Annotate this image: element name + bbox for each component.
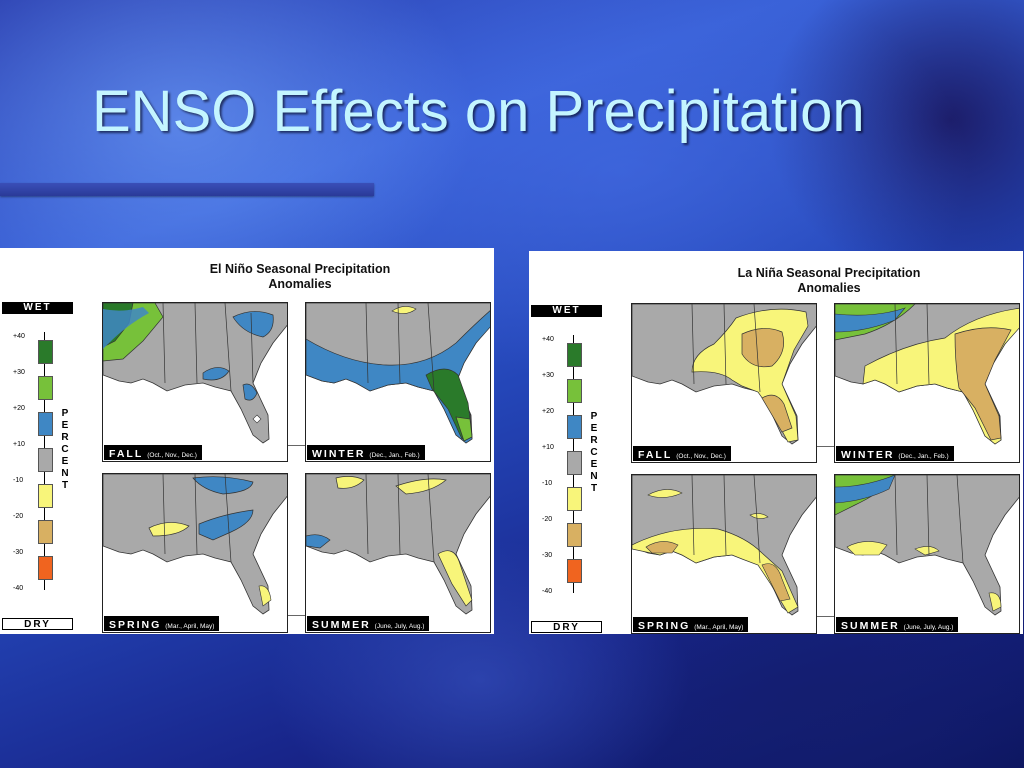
legend-wet-label: WET <box>2 302 73 314</box>
season-name: WINTER <box>312 448 366 460</box>
legend-tick: -10 <box>13 477 24 484</box>
legend-tick: +30 <box>542 372 554 379</box>
legend-tick: +40 <box>13 333 25 340</box>
figure-title-line2: Anomalies <box>797 281 861 295</box>
legend-tick: +10 <box>542 444 554 451</box>
legend-swatch-normal <box>567 451 582 475</box>
legend-dry-label: DRY <box>2 618 73 630</box>
season-months: (Dec., Jan., Feb.) <box>369 452 420 459</box>
legend-tick: -30 <box>542 552 553 559</box>
season-months: (Mar., April, May) <box>694 624 744 631</box>
season-name: SPRING <box>638 620 691 632</box>
season-months: (June, July, Aug.) <box>903 624 954 631</box>
season-name: WINTER <box>841 449 895 461</box>
map-el-nino-summer: SUMMER (June, July, Aug.) <box>305 473 491 633</box>
legend-tick: -40 <box>542 588 553 595</box>
el-nino-figure-title: El Niño Seasonal Precipitation Anomalies <box>150 262 450 292</box>
legend-swatch-plus20 <box>567 415 582 439</box>
season-label: FALL (Oct., Nov., Dec.) <box>633 446 731 461</box>
figure-title-line1: La Niña Seasonal Precipitation <box>737 266 921 280</box>
season-months: (June, July, Aug.) <box>374 623 425 630</box>
map-connector <box>288 615 305 616</box>
map-connector <box>817 616 834 617</box>
precip-legend: WET +40 +30 +20 +10 -10 -20 -30 -40 PERC… <box>529 303 609 634</box>
map-el-nino-winter: WINTER (Dec., Jan., Feb.) <box>305 302 491 462</box>
legend-tick: +30 <box>13 369 25 376</box>
season-name: SUMMER <box>312 619 371 631</box>
figure-title-line1: El Niño Seasonal Precipitation <box>209 262 391 276</box>
season-months: (Oct., Nov., Dec.) <box>147 452 197 459</box>
legend-tick: -20 <box>542 516 553 523</box>
legend-swatch-minus20 <box>38 520 53 544</box>
legend-swatch-plus20 <box>38 412 53 436</box>
season-name: SPRING <box>109 619 162 631</box>
map-connector <box>817 446 834 447</box>
season-name: FALL <box>109 448 144 460</box>
map-la-nina-spring: SPRING (Mar., April, May) <box>631 474 817 634</box>
legend-swatch-normal <box>38 448 53 472</box>
legend-tick: +40 <box>542 336 554 343</box>
map-connector <box>288 445 305 446</box>
season-label: WINTER (Dec., Jan., Feb.) <box>307 445 425 460</box>
legend-swatch-minus10 <box>38 484 53 508</box>
season-label: WINTER (Dec., Jan., Feb.) <box>836 446 954 461</box>
season-months: (Oct., Nov., Dec.) <box>676 453 726 460</box>
season-label: SUMMER (June, July, Aug.) <box>836 617 959 632</box>
legend-percent-label: PERCENT <box>590 411 598 494</box>
el-nino-figure: El Niño Seasonal Precipitation Anomalies… <box>0 248 494 634</box>
legend-dry-label: DRY <box>531 621 602 633</box>
figure-title-line2: Anomalies <box>268 277 332 291</box>
legend-tick: -30 <box>13 549 24 556</box>
legend-tick: +20 <box>542 408 554 415</box>
map-la-nina-summer: SUMMER (June, July, Aug.) <box>834 474 1020 634</box>
season-label: FALL (Oct., Nov., Dec.) <box>104 445 202 460</box>
la-nina-figure: La Niña Seasonal Precipitation Anomalies… <box>529 251 1023 634</box>
legend-swatch-minus20 <box>567 523 582 547</box>
legend-percent-label: PERCENT <box>61 408 69 491</box>
legend-swatch-plus40 <box>567 343 582 367</box>
legend-tick: +20 <box>13 405 25 412</box>
map-el-nino-spring: SPRING (Mar., April, May) <box>102 473 288 633</box>
la-nina-figure-title: La Niña Seasonal Precipitation Anomalies <box>679 266 979 296</box>
season-label: SUMMER (June, July, Aug.) <box>307 616 430 631</box>
legend-swatch-minus10 <box>567 487 582 511</box>
season-name: SUMMER <box>841 620 900 632</box>
map-la-nina-fall: FALL (Oct., Nov., Dec.) <box>631 303 817 463</box>
legend-wet-label: WET <box>531 305 602 317</box>
legend-swatch-plus40 <box>38 340 53 364</box>
legend-swatch-minus30 <box>38 556 53 580</box>
season-label: SPRING (Mar., April, May) <box>633 617 749 632</box>
legend-swatch-minus30 <box>567 559 582 583</box>
legend-swatch-plus30 <box>38 376 53 400</box>
slide-title: ENSO Effects on Precipitation <box>92 79 865 144</box>
legend-tick: -40 <box>13 585 24 592</box>
season-months: (Mar., April, May) <box>165 623 215 630</box>
map-la-nina-winter: WINTER (Dec., Jan., Feb.) <box>834 303 1020 463</box>
season-label: SPRING (Mar., April, May) <box>104 616 220 631</box>
legend-tick: +10 <box>13 441 25 448</box>
legend-swatch-plus30 <box>567 379 582 403</box>
legend-tick: -20 <box>13 513 24 520</box>
legend-tick: -10 <box>542 480 553 487</box>
season-months: (Dec., Jan., Feb.) <box>898 453 949 460</box>
season-name: FALL <box>638 449 673 461</box>
title-underline-bar <box>0 183 374 196</box>
precip-legend: WET +40 +30 +20 +10 -10 -20 -30 -40 PERC… <box>0 300 80 634</box>
map-el-nino-fall: FALL (Oct., Nov., Dec.) <box>102 302 288 462</box>
